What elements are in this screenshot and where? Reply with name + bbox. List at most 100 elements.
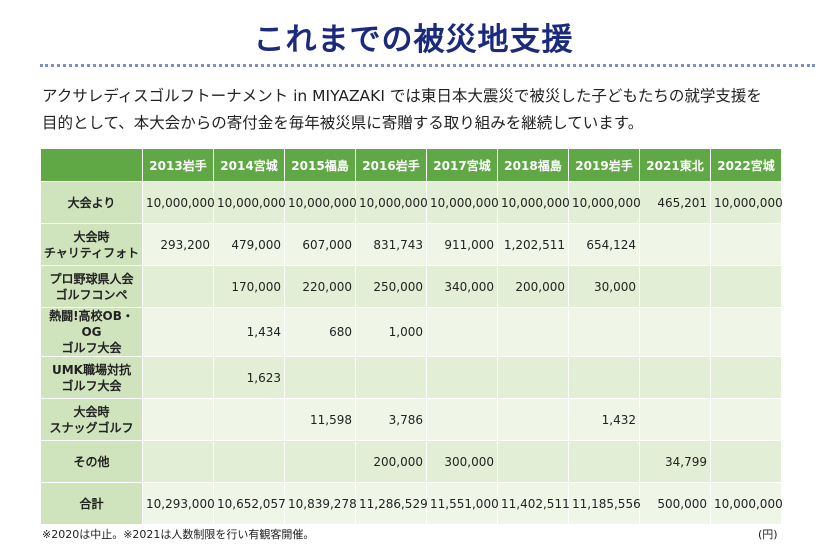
row-label-line: 大会より [67, 195, 116, 210]
value-cell: 34,799 [639, 440, 711, 483]
value-cell: 10,000,000 [710, 482, 783, 525]
value-cell: 10,652,057 [213, 482, 286, 525]
empty-cell [710, 398, 782, 441]
value-cell: 11,185,556 [568, 482, 641, 525]
empty-cell [142, 398, 214, 441]
empty-cell [497, 356, 569, 399]
value-cell: 11,598 [284, 398, 356, 441]
empty-cell [284, 440, 356, 483]
empty-cell [568, 440, 640, 483]
row-label-line: ゴルフ大会 [61, 378, 122, 393]
unit-label: (円) [758, 528, 778, 541]
empty-cell [142, 356, 214, 399]
column-header: 2013岩手 [142, 148, 214, 182]
value-cell: 220,000 [284, 265, 356, 308]
column-header: 2017宮城 [426, 148, 498, 182]
row-label-line: 合計 [79, 496, 104, 511]
value-cell: 1,434 [213, 307, 285, 357]
value-cell: 654,124 [568, 223, 640, 266]
row-label: 熱闘!高校OB・OG ゴルフ大会 [40, 307, 143, 357]
empty-cell [710, 440, 782, 483]
table-row: プロ野球県人会 ゴルフコンペ 170,000 220,000 250,000 340,00… [40, 265, 782, 308]
donation-table: 2013岩手 2014宮城 2015福島 2016岩手 2017宮城 2018福島 2019… [40, 148, 783, 525]
column-header: 2021東北 [639, 148, 711, 182]
intro-line: アクサレディスゴルフトーナメント in MIYAZAKI では東日本大震災で被災… [42, 87, 762, 105]
empty-cell [355, 356, 427, 399]
value-cell: 200,000 [497, 265, 569, 308]
column-header: 2014宮城 [213, 148, 285, 182]
column-header: 2022宮城 [710, 148, 782, 182]
empty-cell [284, 356, 356, 399]
row-label-line: ゴルフ大会 [61, 341, 122, 355]
value-cell: 30,000 [568, 265, 640, 308]
column-header: 2016岩手 [355, 148, 427, 182]
value-cell: 11,551,000 [426, 482, 499, 525]
value-cell: 1,202,511 [497, 223, 569, 266]
value-cell: 10,000,000 [284, 181, 357, 224]
value-cell: 10,293,000 [142, 482, 215, 525]
footnote: ※2020は中止。※2021は人数制限を行い有観客開催。 [42, 528, 315, 541]
value-cell: 1,623 [213, 356, 285, 399]
empty-cell [497, 440, 569, 483]
value-cell: 10,000,000 [213, 181, 286, 224]
table-row: 大会より 10,000,000 10,000,000 10,000,000 10,000… [40, 181, 783, 224]
row-label: 大会時 スナッグゴルフ [40, 398, 143, 441]
empty-cell [710, 307, 782, 357]
value-cell: 831,743 [355, 223, 427, 266]
table-row: 大会時 チャリティフォト 293,200 479,000 607,000 831,743 9… [40, 223, 782, 266]
empty-cell [639, 223, 711, 266]
empty-cell [710, 356, 782, 399]
table-body: 大会より 10,000,000 10,000,000 10,000,000 10,000… [40, 181, 783, 525]
row-label: 大会より [40, 181, 143, 224]
empty-cell [497, 398, 569, 441]
column-header: 2018福島 [497, 148, 569, 182]
value-cell: 170,000 [213, 265, 285, 308]
row-label-line: スナッグゴルフ [49, 420, 134, 435]
value-cell: 10,000,000 [710, 181, 783, 224]
row-label-line: 大会時 [73, 404, 110, 419]
row-label-line: ゴルフコンペ [55, 287, 128, 302]
empty-cell [213, 398, 285, 441]
value-cell: 607,000 [284, 223, 356, 266]
corner-cell [40, 148, 143, 182]
value-cell: 1,432 [568, 398, 640, 441]
empty-cell [710, 223, 782, 266]
empty-cell [639, 398, 711, 441]
empty-cell [142, 440, 214, 483]
empty-cell [213, 440, 285, 483]
row-label-line: UMK職場対抗 [52, 362, 131, 377]
row-label: UMK職場対抗 ゴルフ大会 [40, 356, 143, 399]
dotted-rule [40, 64, 815, 67]
value-cell: 680 [284, 307, 356, 357]
value-cell: 465,201 [639, 181, 711, 224]
value-cell: 200,000 [355, 440, 427, 483]
empty-cell [710, 265, 782, 308]
empty-cell [639, 307, 711, 357]
table-row: 大会時 スナッグゴルフ 11,598 3,786 1,432 [40, 398, 782, 441]
empty-cell [639, 265, 711, 308]
empty-cell [568, 356, 640, 399]
value-cell: 293,200 [142, 223, 214, 266]
row-label-line: その他 [73, 454, 110, 469]
table-row: その他 200,000 300,000 34,799 [40, 440, 782, 483]
empty-cell [568, 307, 640, 357]
empty-cell [142, 307, 214, 357]
value-cell: 300,000 [426, 440, 498, 483]
value-cell: 250,000 [355, 265, 427, 308]
row-label: その他 [40, 440, 143, 483]
empty-cell [639, 356, 711, 399]
value-cell: 11,286,529 [355, 482, 428, 525]
empty-cell [426, 307, 498, 357]
row-label-line: 熱闘!高校OB・OG [49, 309, 134, 339]
row-label-line: チャリティフォト [43, 245, 140, 260]
title: これまでの被災地支援 [253, 22, 574, 58]
table-row: 合計 10,293,000 10,652,057 10,839,278 11,286,5… [40, 482, 783, 525]
row-label: プロ野球県人会 ゴルフコンペ [40, 265, 143, 308]
value-cell: 1,000 [355, 307, 427, 357]
row-label: 大会時 チャリティフォト [40, 223, 143, 266]
empty-cell [426, 356, 498, 399]
value-cell: 10,000,000 [355, 181, 428, 224]
column-header: 2015福島 [284, 148, 356, 182]
